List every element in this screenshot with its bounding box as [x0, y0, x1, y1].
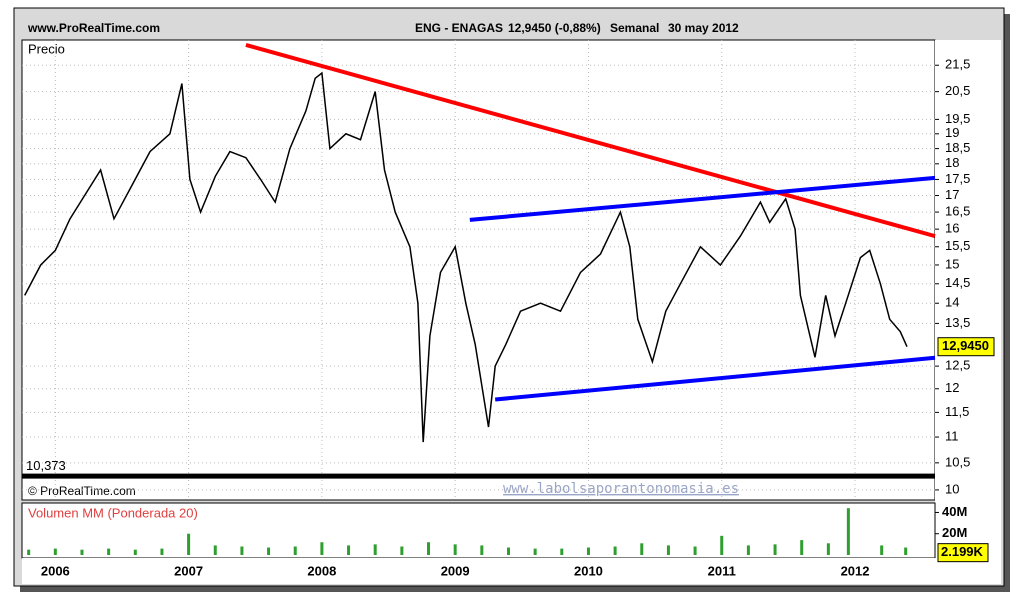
volume-bar [904, 547, 908, 555]
volume-bar [347, 545, 351, 555]
volume-label: Volumen MM (Ponderada 20) [28, 505, 198, 520]
volume-bar [480, 545, 484, 555]
panel-label: Precio [28, 41, 65, 56]
y-tick-label: 18,5 [945, 140, 970, 155]
volume-bar [746, 545, 750, 555]
y-tick-label: 21,5 [945, 57, 970, 72]
volume-bar [53, 548, 57, 555]
volume-bar [533, 548, 537, 555]
y-tick-label: 13,5 [945, 315, 970, 330]
y-tick-label: 11,5 [945, 404, 969, 419]
y-tick-label: 14,5 [945, 275, 970, 290]
y-tick-label: 12 [945, 380, 959, 395]
volume-bar [267, 547, 271, 555]
last-value-label: 12,9450 [942, 338, 989, 353]
volume-bar [187, 533, 191, 555]
volume-bar [293, 546, 297, 555]
y-tick-label: 19,5 [945, 111, 970, 126]
y-tick-label: 10 [945, 481, 959, 496]
volume-bar [613, 546, 617, 555]
volume-bar [160, 548, 164, 555]
volume-bar [506, 547, 510, 555]
volume-bar [560, 548, 564, 555]
x-tick-label: 2008 [307, 563, 336, 578]
last-value-badge [937, 543, 989, 563]
trendline [245, 43, 936, 239]
volume-bar [80, 549, 84, 555]
last-value-badge [937, 337, 995, 357]
y-tick-label: 18 [945, 155, 959, 170]
y-tick-label: 16,5 [945, 204, 970, 219]
x-tick-label: 2012 [841, 563, 870, 578]
y-tick-label: 17 [945, 187, 959, 202]
volume-bar [800, 540, 804, 555]
copyright: © ProRealTime.com [28, 484, 136, 498]
y-tick-label: 19 [945, 125, 959, 140]
x-tick-label: 2010 [574, 563, 603, 578]
last-value-label: 2.199K [941, 544, 984, 559]
site: www.ProRealTime.com [27, 21, 160, 35]
level-label: 10,373 [26, 458, 66, 473]
volume-bar [27, 549, 31, 555]
y-tick-label: 15,5 [945, 238, 970, 253]
volume-bar [213, 545, 217, 555]
volume-bar [320, 542, 324, 555]
volume-bar [826, 543, 830, 555]
volume-bar [640, 543, 644, 555]
level-line [22, 473, 935, 479]
y-tick-label: 11 [945, 428, 959, 443]
price-panel [21, 39, 936, 501]
x-tick-label: 2006 [41, 563, 70, 578]
y-tick-label: 16 [945, 221, 959, 236]
period: Semanal [610, 21, 659, 35]
volume-bar [720, 535, 724, 555]
volume-bar [133, 549, 137, 555]
y-tick-label: 12,5 [945, 358, 970, 373]
volume-bar [400, 546, 404, 555]
volume-bar [427, 542, 431, 555]
x-tick-label: 2007 [174, 563, 203, 578]
symbol: ENG - ENAGAS [415, 21, 503, 35]
price-axis [935, 40, 1001, 558]
volume-bar [693, 546, 697, 555]
volume-bar [586, 547, 590, 555]
y-tick-label: 14 [945, 295, 959, 310]
y-tick-label: 20,5 [945, 83, 970, 98]
x-tick-label: 2009 [441, 563, 470, 578]
volume-bar [773, 544, 777, 555]
volume-bar [240, 546, 244, 555]
trendline [494, 355, 936, 402]
volume-bar [880, 545, 884, 555]
y-tick-label: 20M [942, 525, 967, 540]
quote: 12,9450 (-0,88%) [508, 21, 601, 35]
volume-bar [107, 548, 111, 555]
volume-bar [846, 508, 850, 555]
price-line [24, 71, 908, 443]
date: 30 may 2012 [668, 21, 739, 35]
volume-bar [373, 544, 377, 555]
watermark: www.labolsaporantonomasia.es [503, 481, 739, 497]
volume-bar [666, 545, 670, 555]
y-tick-label: 10,5 [945, 454, 970, 469]
x-axis [22, 558, 1001, 584]
y-tick-label: 15 [945, 256, 959, 271]
trendline [469, 175, 936, 222]
y-tick-label: 40M [942, 504, 967, 519]
volume-bar [453, 544, 457, 555]
x-tick-label: 2011 [708, 563, 736, 578]
volume-panel [21, 502, 936, 559]
y-tick-label: 17,5 [945, 171, 970, 186]
